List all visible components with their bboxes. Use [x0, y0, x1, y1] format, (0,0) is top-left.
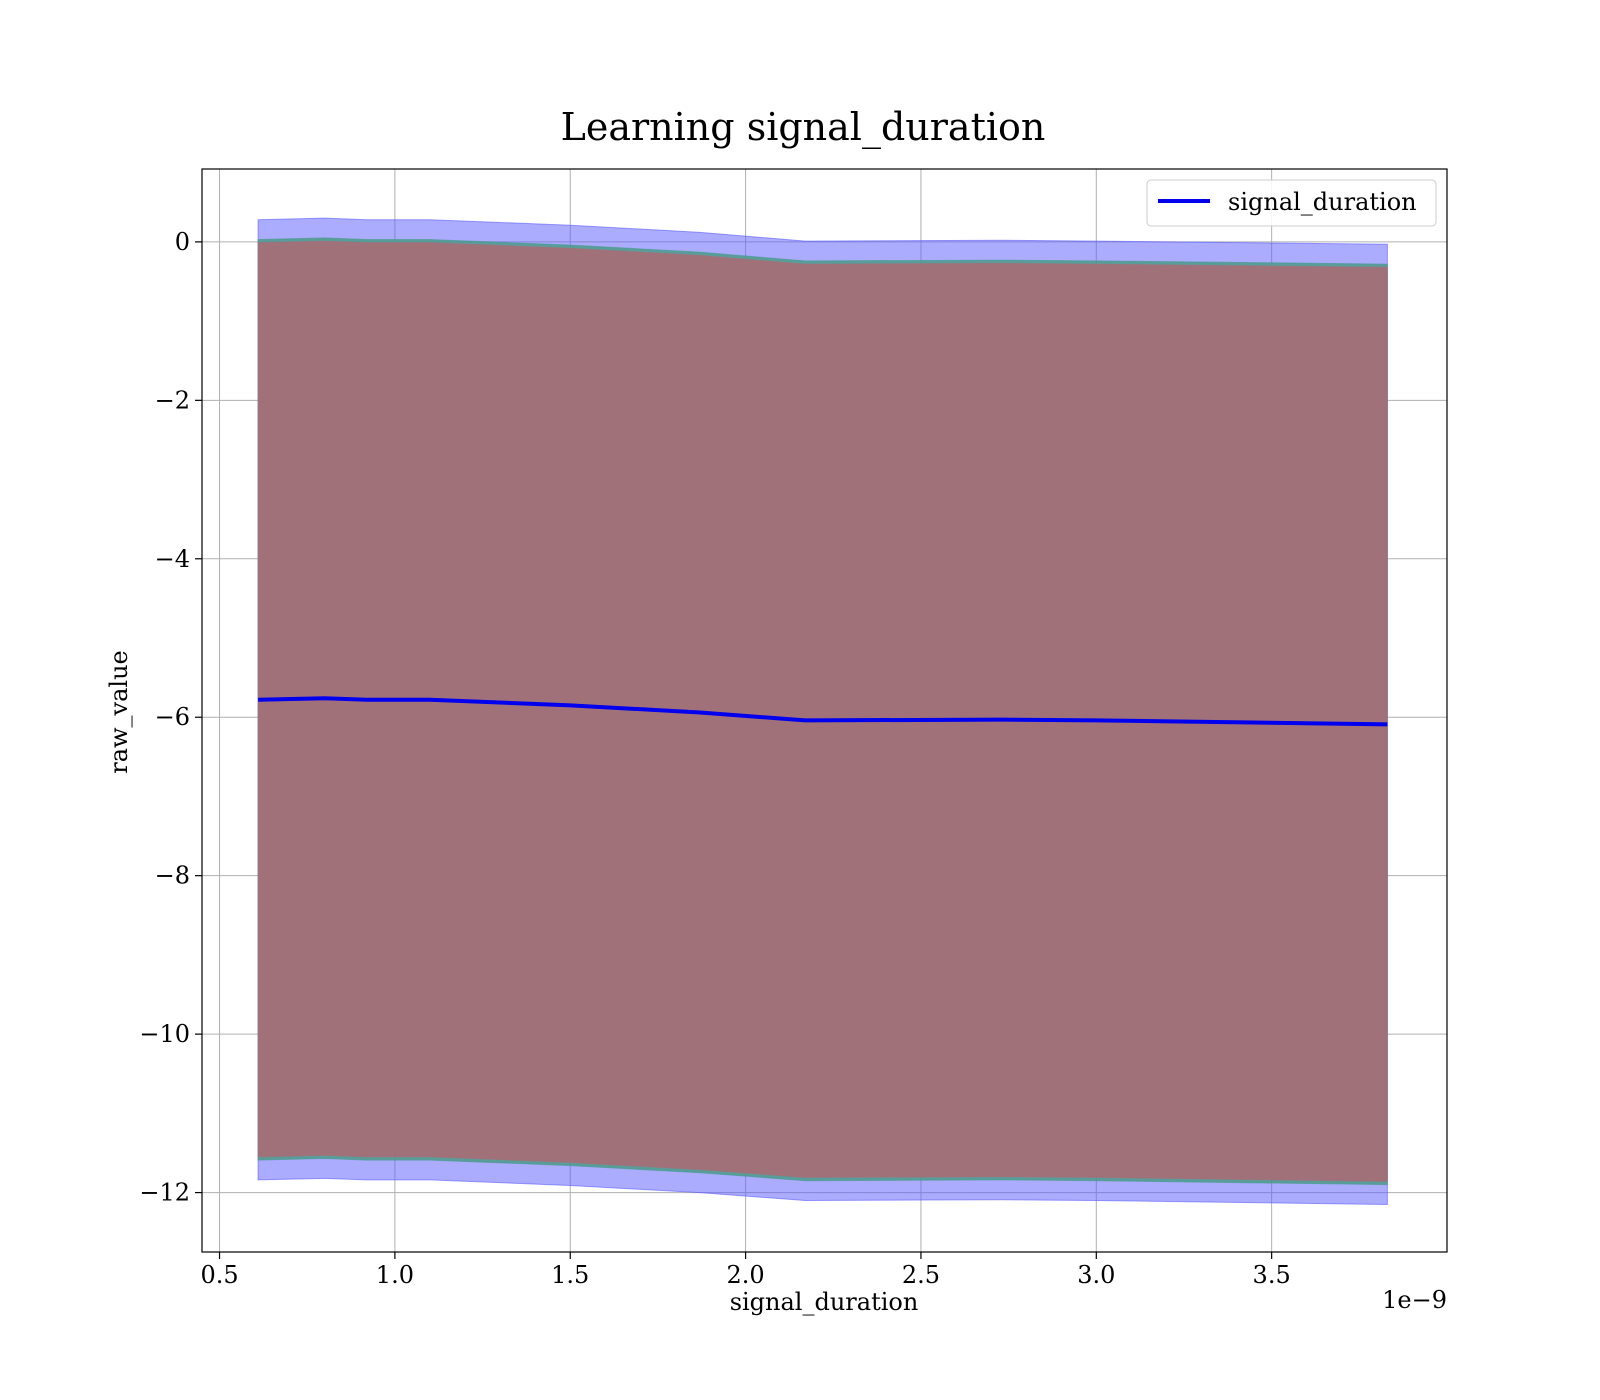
x-ticks: 0.5 1.0 1.5 2.0 2.5 3.0 3.5 — [200, 1252, 1291, 1289]
y-ticks: 0 −2 −4 −6 −8 −10 −12 — [139, 228, 202, 1207]
x-tick-label: 1.5 — [551, 1261, 589, 1289]
y-tick-label: −10 — [139, 1020, 190, 1048]
legend: signal_duration — [1146, 179, 1437, 227]
x-tick-label: 3.5 — [1253, 1261, 1291, 1289]
y-tick-label: −8 — [155, 862, 190, 890]
y-tick-label: −4 — [155, 545, 190, 573]
x-axis-label: signal_duration — [730, 1288, 919, 1316]
y-tick-label: −6 — [155, 703, 190, 731]
legend-box — [1146, 179, 1437, 227]
plot-frame — [201, 168, 1448, 1253]
x-tick-label: 3.0 — [1077, 1261, 1115, 1289]
x-tick-label: 2.5 — [902, 1261, 940, 1289]
bands-layer — [257, 217, 1388, 1205]
confidence-band-3 — [257, 240, 1388, 1182]
y-axis-label: raw_value — [105, 650, 133, 774]
x-tick-label: 0.5 — [200, 1261, 238, 1289]
series-layer — [258, 696, 1388, 727]
series-line-1 — [258, 696, 1388, 727]
y-tick-label: 0 — [175, 228, 190, 256]
y-tick-label: −12 — [139, 1179, 190, 1207]
x-offset-label: 1e−9 — [1382, 1286, 1447, 1314]
y-tick-label: −2 — [155, 386, 190, 414]
legend-label: signal_duration — [1228, 188, 1417, 216]
x-tick-label: 2.0 — [727, 1261, 765, 1289]
chart-title: Learning signal_duration — [561, 105, 1046, 150]
x-tick-label: 1.0 — [376, 1261, 414, 1289]
